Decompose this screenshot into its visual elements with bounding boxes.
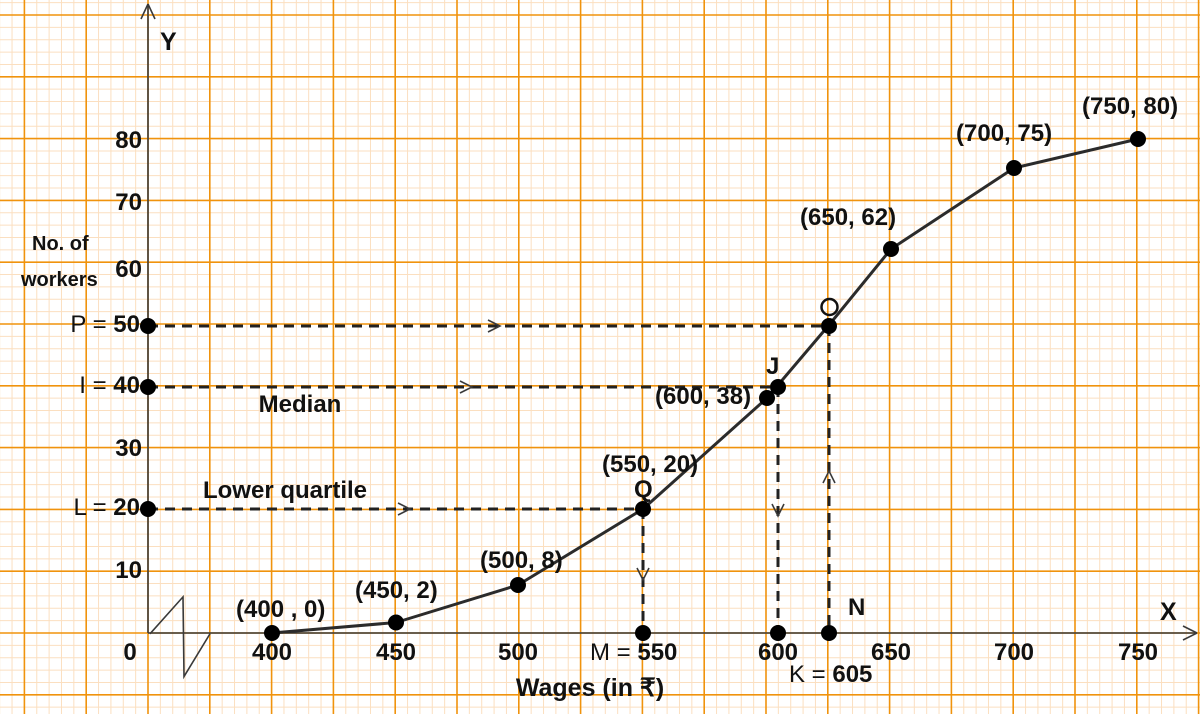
svg-text:Y: Y <box>160 28 177 56</box>
svg-text:700: 700 <box>994 639 1034 666</box>
svg-text:400: 400 <box>252 639 292 666</box>
svg-text:N: N <box>848 594 865 621</box>
svg-text:M = 550: M = 550 <box>590 639 677 666</box>
svg-text:10: 10 <box>115 557 142 584</box>
svg-text:(500, 8): (500, 8) <box>480 547 563 574</box>
svg-text:750: 750 <box>1118 639 1158 666</box>
svg-text:No. of: No. of <box>32 233 89 255</box>
svg-text:80: 80 <box>115 127 142 154</box>
svg-text:500: 500 <box>498 639 538 666</box>
svg-text:I = 40: I = 40 <box>79 372 140 399</box>
svg-text:70: 70 <box>115 189 142 216</box>
svg-text:Wages (in ₹): Wages (in ₹) <box>516 674 664 702</box>
svg-text:P = 50: P = 50 <box>70 311 140 338</box>
svg-text:(700, 75): (700, 75) <box>956 120 1052 147</box>
svg-text:(650, 62): (650, 62) <box>800 204 896 231</box>
svg-text:workers: workers <box>20 269 98 291</box>
svg-text:0: 0 <box>123 639 136 666</box>
svg-text:J: J <box>766 353 779 380</box>
svg-text:(450, 2): (450, 2) <box>355 577 438 604</box>
svg-text:L = 20: L = 20 <box>73 494 140 521</box>
svg-text:450: 450 <box>376 639 416 666</box>
svg-text:K = 605: K = 605 <box>789 661 872 688</box>
svg-text:X: X <box>1160 598 1177 626</box>
svg-text:(400 , 0): (400 , 0) <box>236 596 325 623</box>
svg-text:(550, 20): (550, 20) <box>602 451 698 478</box>
svg-text:650: 650 <box>871 639 911 666</box>
svg-text:60: 60 <box>115 256 142 283</box>
svg-text:30: 30 <box>115 435 142 462</box>
svg-text:Median: Median <box>259 391 342 418</box>
svg-text:(600, 38): (600, 38) <box>655 383 751 410</box>
svg-text:Q: Q <box>634 476 653 503</box>
svg-text:(750, 80): (750, 80) <box>1082 93 1178 120</box>
svg-text:Lower quartile: Lower quartile <box>203 477 367 504</box>
